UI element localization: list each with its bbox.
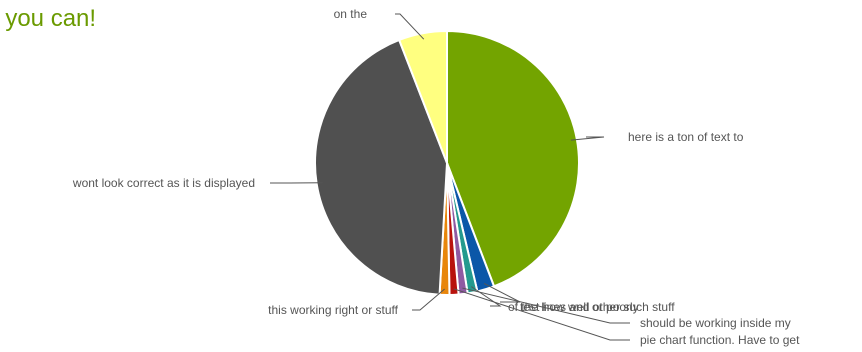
chart-title: f you can! bbox=[0, 5, 96, 32]
slice-label: here is a ton of text to bbox=[628, 130, 744, 144]
leader-line bbox=[412, 288, 445, 311]
slice-label: on the bbox=[334, 7, 368, 21]
leader-line bbox=[471, 286, 502, 307]
slice-label: wont look correct as it is displayed bbox=[72, 176, 255, 190]
pie-slice bbox=[446, 29, 580, 288]
slice-label: pie chart function. Have to get bbox=[640, 333, 800, 347]
slice-label: of the lines and other such stuff bbox=[508, 300, 675, 314]
leader-lines bbox=[270, 13, 630, 341]
leader-line bbox=[453, 288, 630, 341]
leader-line bbox=[570, 136, 605, 141]
slice-label: this working right or stuff bbox=[268, 303, 398, 317]
leader-line bbox=[395, 13, 425, 40]
leader-line bbox=[462, 287, 630, 324]
pie-slices bbox=[314, 29, 580, 297]
slice-label: test how well or poorly bbox=[520, 300, 639, 314]
slice-labels: here is a ton of text to test how well or… bbox=[72, 7, 800, 347]
pie-slice bbox=[397, 29, 448, 164]
pie-slice bbox=[314, 38, 449, 296]
slice-label: should be working inside my bbox=[640, 316, 791, 330]
